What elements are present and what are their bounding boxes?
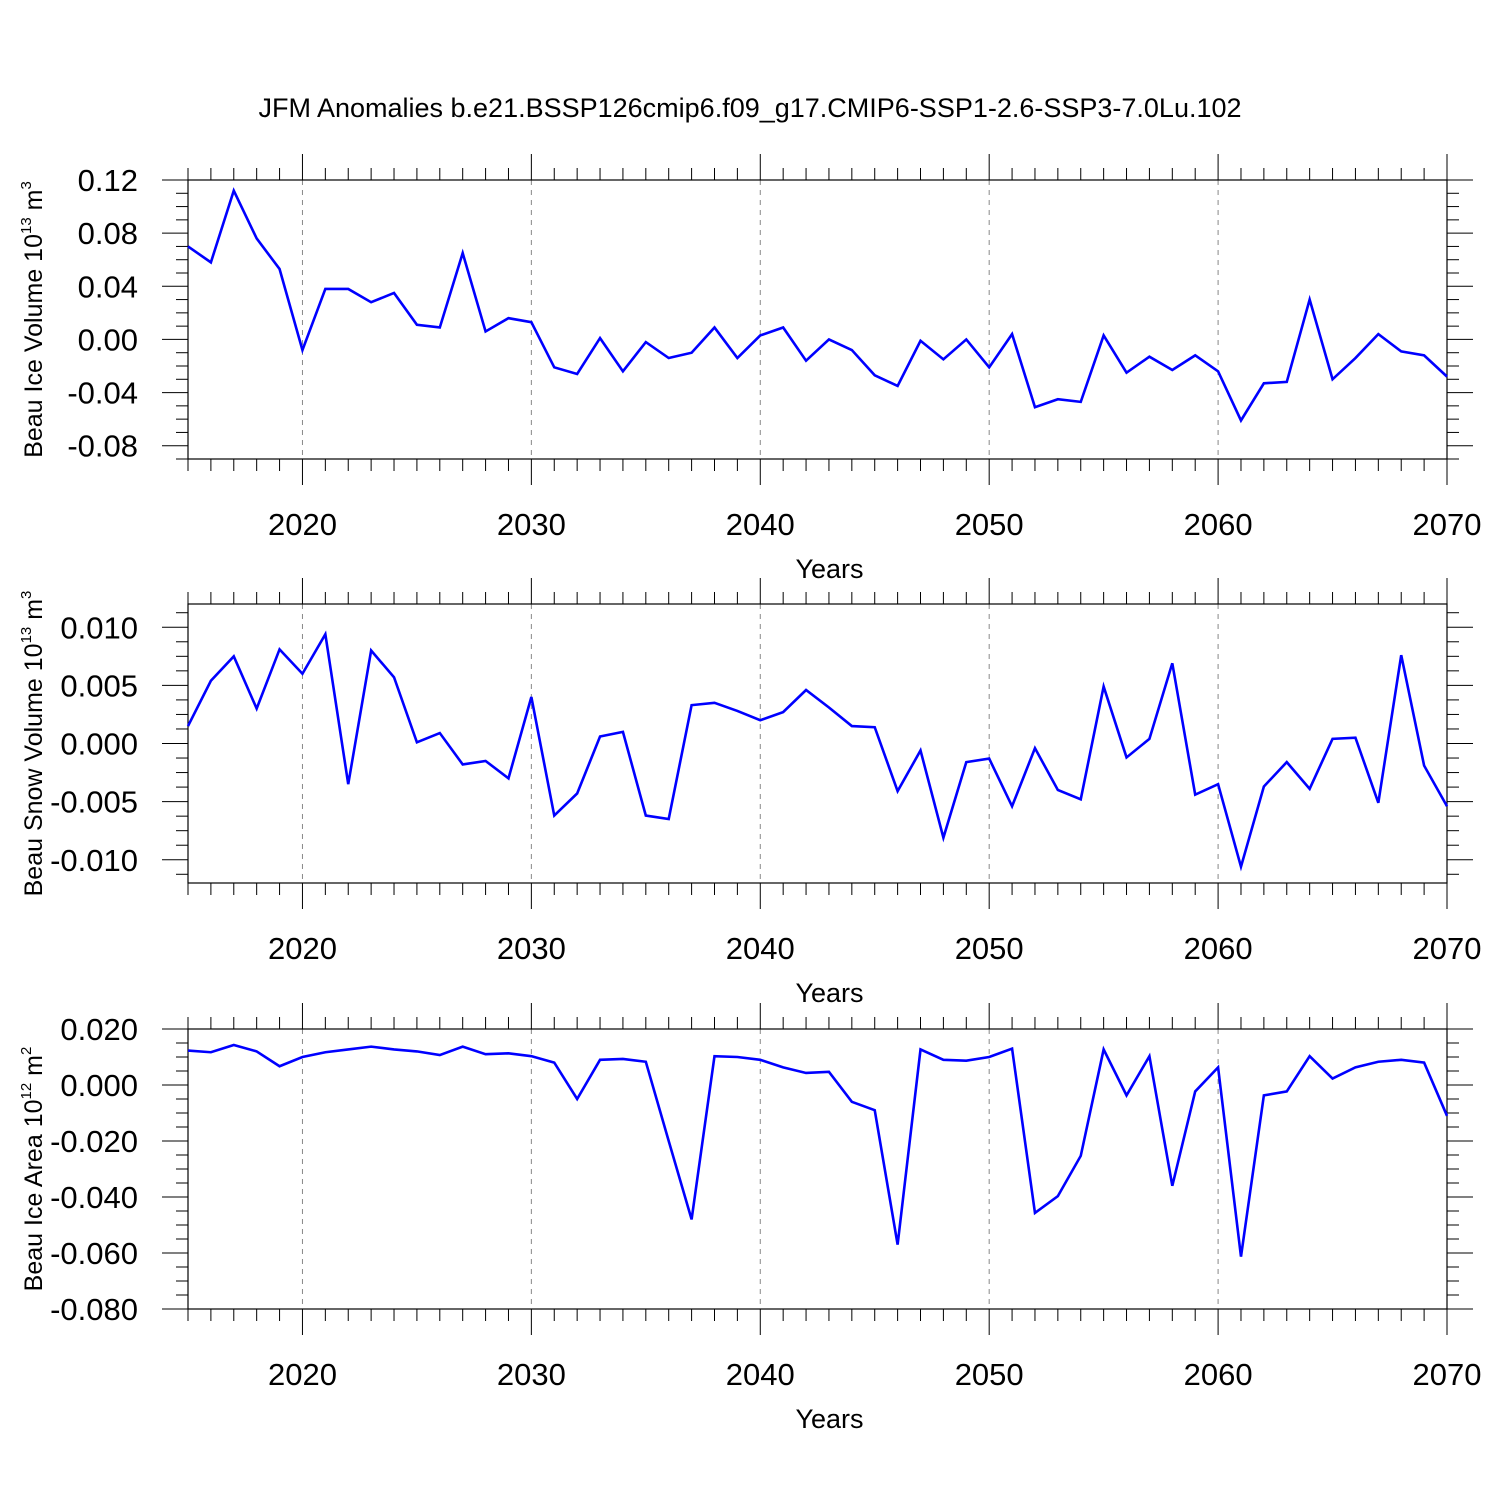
x-tick-label: 2040: [726, 1357, 795, 1392]
series-line: [187, 1043, 1449, 1257]
x-tick-label: 2060: [1184, 1357, 1253, 1392]
y-axis-label-unit-exponent: 2: [18, 1047, 35, 1055]
y-axis-label-exponent: 13: [18, 627, 35, 644]
y-tick-label: 0.000: [60, 1068, 138, 1103]
chart-title: JFM Anomalies b.e21.BSSP126cmip6.f09_g17…: [258, 93, 1241, 123]
x-tick-label: 2030: [497, 931, 566, 966]
panel-3: 2020 2030 2040 2050 2060 2070 Years -0.080 -0.06…: [18, 1003, 1481, 1434]
y-tick-label: 0.000: [60, 727, 138, 762]
y-tick-label: 0.010: [60, 610, 138, 645]
y-tick-label: -0.005: [50, 785, 138, 820]
x-tick-label: 2070: [1413, 507, 1482, 542]
panel-2: 2020 2030 2040 2050 2060 2070 Years -0.010 -0.00…: [18, 578, 1481, 1008]
series-line: [186, 630, 1449, 872]
x-tick-label: 2050: [955, 507, 1024, 542]
x-tick-label: 2070: [1413, 931, 1482, 966]
y-tick-label: 0.020: [60, 1012, 138, 1047]
plot-frame: [187, 1028, 1448, 1310]
x-tick-label: 2040: [726, 507, 795, 542]
x-tick-label: 2060: [1184, 931, 1253, 966]
x-tick-label: 2040: [726, 931, 795, 966]
plot-frame: [187, 179, 1448, 460]
y-tick-label: -0.040: [50, 1180, 138, 1215]
x-tick-label: 2020: [268, 931, 337, 966]
y-axis-label-text: Beau Ice Area 10: [20, 1100, 48, 1292]
y-axis-label-text: Beau Snow Volume 10: [20, 643, 48, 896]
y-tick-label: -0.08: [67, 429, 138, 464]
y-axis-label-unit-exponent: 3: [18, 591, 35, 599]
x-tick-label: 2030: [497, 507, 566, 542]
x-tick-label: 2060: [1184, 507, 1253, 542]
x-tick-label: 2070: [1413, 1357, 1482, 1392]
y-tick-label: -0.080: [50, 1292, 138, 1327]
y-axis-label-unit-exponent: 3: [18, 181, 35, 189]
y-axis-label: Beau Snow Volume 1013 m3: [18, 591, 48, 897]
y-axis-label: Beau Ice Volume 1013 m3: [18, 181, 48, 458]
y-axis-label-unit: m: [20, 190, 48, 218]
y-axis-label-exponent: 13: [18, 217, 35, 234]
plot-frame: [187, 603, 1448, 884]
x-tick-label: 2050: [955, 1357, 1024, 1392]
x-axis-label: Years: [795, 554, 863, 584]
y-tick-label: -0.020: [50, 1124, 138, 1159]
x-tick-label: 2020: [268, 507, 337, 542]
x-tick-label: 2050: [955, 931, 1024, 966]
panel-1: 2020 2030 2040 2050 2060 2070 Years -0.08 -0.04 0…: [18, 154, 1481, 584]
x-axis-label: Years: [795, 1404, 863, 1434]
y-axis-label-exponent: 12: [18, 1083, 35, 1100]
x-axis-label: Years: [795, 978, 863, 1008]
y-axis-label-unit: m: [20, 599, 48, 627]
y-tick-label: 0.005: [60, 668, 138, 703]
y-axis-label-unit: m: [20, 1055, 48, 1083]
y-tick-label: -0.04: [67, 376, 138, 411]
x-tick-label: 2030: [497, 1357, 566, 1392]
y-tick-label: 0.04: [78, 269, 138, 304]
y-axis-label-text: Beau Ice Volume 10: [20, 234, 48, 458]
y-axis-label: Beau Ice Area 1012 m2: [18, 1047, 48, 1292]
y-tick-label: 0.12: [78, 163, 138, 198]
y-tick-label: 0.08: [78, 216, 138, 251]
x-tick-label: 2020: [268, 1357, 337, 1392]
series-line: [187, 187, 1448, 424]
y-tick-label: -0.010: [50, 843, 138, 878]
y-tick-label: 0.00: [78, 322, 138, 357]
y-tick-label: -0.060: [50, 1236, 138, 1271]
